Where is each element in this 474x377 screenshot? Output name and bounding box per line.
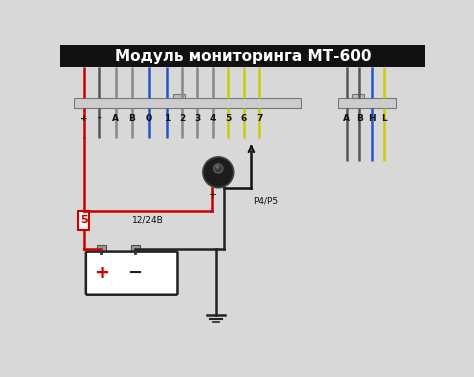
Text: +: +	[80, 114, 87, 123]
FancyBboxPatch shape	[130, 245, 140, 251]
Text: −: −	[128, 264, 143, 282]
Text: 2: 2	[179, 114, 185, 123]
FancyBboxPatch shape	[173, 94, 185, 98]
Text: 12/24В: 12/24В	[132, 215, 164, 224]
Text: A: A	[343, 114, 350, 123]
FancyBboxPatch shape	[97, 245, 106, 251]
Text: 6: 6	[241, 114, 247, 123]
FancyBboxPatch shape	[74, 98, 301, 108]
Circle shape	[216, 165, 219, 169]
FancyBboxPatch shape	[61, 45, 425, 67]
Text: B: B	[356, 114, 363, 123]
FancyBboxPatch shape	[352, 94, 365, 98]
Circle shape	[214, 164, 223, 173]
Text: L: L	[381, 114, 387, 123]
Text: -: -	[97, 114, 101, 123]
Circle shape	[203, 157, 234, 188]
Text: 5: 5	[80, 215, 87, 225]
FancyBboxPatch shape	[86, 251, 177, 295]
FancyBboxPatch shape	[78, 211, 89, 230]
Text: 4: 4	[210, 114, 216, 123]
Text: +: +	[94, 264, 109, 282]
Text: 5: 5	[225, 114, 231, 123]
Text: P4/P5: P4/P5	[253, 197, 278, 206]
Text: H: H	[368, 114, 375, 123]
Text: B: B	[128, 114, 136, 123]
Text: 1: 1	[164, 114, 170, 123]
Text: Модуль мониторинга МТ-600: Модуль мониторинга МТ-600	[115, 49, 371, 63]
Text: +: +	[208, 190, 216, 200]
Text: A: A	[112, 114, 119, 123]
FancyBboxPatch shape	[337, 98, 396, 108]
Text: 3: 3	[194, 114, 201, 123]
Text: 7: 7	[256, 114, 262, 123]
Text: 0: 0	[146, 114, 152, 123]
